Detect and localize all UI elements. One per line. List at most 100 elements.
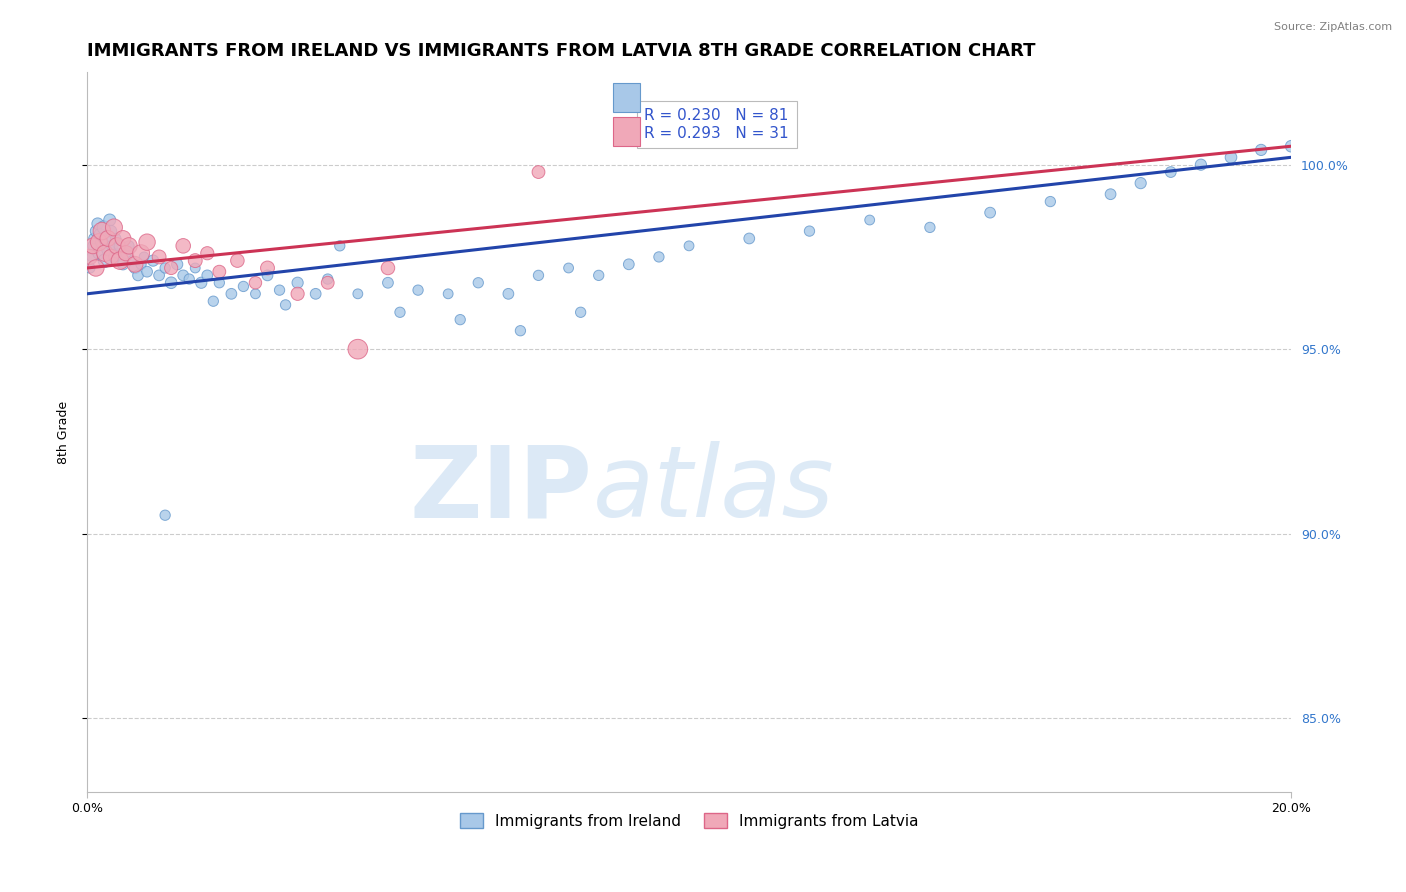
Point (347, 286, 370, 301)
Point (329, 239, 352, 253)
Point (93, 220, 115, 235)
Point (86, 217, 108, 231)
Point (153, 260, 176, 275)
Point (1279, 139, 1302, 153)
Point (79, 260, 101, 275)
Point (678, 239, 700, 253)
Point (184, 260, 207, 275)
Point (1250, 143, 1272, 157)
Point (103, 250, 125, 264)
Point (104, 231, 127, 245)
Point (129, 246, 152, 260)
Y-axis label: 8th Grade: 8th Grade (58, 401, 70, 464)
Point (202, 294, 225, 309)
Point (527, 165, 550, 179)
Point (221, 286, 243, 301)
Point (527, 268, 550, 283)
Point (84, 260, 107, 275)
Point (588, 268, 610, 283)
Point (316, 276, 339, 290)
Point (108, 239, 131, 253)
Point (195, 268, 218, 283)
Point (90, 235, 112, 249)
Point (97, 243, 120, 257)
FancyBboxPatch shape (613, 83, 640, 112)
Point (467, 276, 489, 290)
Point (87, 235, 110, 249)
Point (100, 224, 122, 238)
Point (1189, 158, 1212, 172)
Point (115, 246, 138, 260)
Point (859, 213, 882, 227)
Point (83, 231, 105, 245)
Point (101, 239, 124, 253)
Point (226, 253, 249, 268)
Point (142, 253, 165, 268)
FancyBboxPatch shape (613, 117, 640, 145)
Point (437, 286, 460, 301)
Point (799, 224, 821, 238)
Point (148, 250, 170, 264)
Point (195, 246, 218, 260)
Point (1220, 150, 1243, 164)
Point (111, 257, 134, 271)
Point (90, 224, 112, 238)
Point (406, 283, 429, 297)
Point (449, 312, 471, 326)
Point (79, 250, 101, 264)
Point (94, 246, 117, 260)
Point (127, 268, 149, 283)
Point (160, 276, 183, 290)
Point (287, 276, 309, 290)
Point (80, 250, 103, 264)
Point (388, 305, 411, 319)
Point (118, 239, 141, 253)
Point (103, 220, 125, 235)
Point (108, 253, 131, 268)
Point (232, 279, 254, 293)
Text: ZIP: ZIP (409, 442, 593, 538)
Point (979, 205, 1001, 219)
Point (256, 260, 278, 275)
Point (166, 257, 188, 271)
Point (172, 239, 194, 253)
Point (179, 272, 201, 286)
Point (316, 272, 339, 286)
Point (569, 305, 592, 319)
Point (129, 257, 152, 271)
Point (111, 231, 134, 245)
Point (918, 220, 941, 235)
Point (1160, 165, 1182, 179)
Point (105, 239, 128, 253)
Text: R = 0.230   N = 81
R = 0.293   N = 31: R = 0.230 N = 81 R = 0.293 N = 31 (644, 109, 789, 141)
Point (84, 224, 107, 238)
Point (287, 286, 309, 301)
Point (509, 324, 531, 338)
Point (738, 231, 761, 245)
Point (274, 298, 297, 312)
Point (648, 250, 671, 264)
Point (1129, 176, 1152, 190)
Point (557, 260, 579, 275)
Point (94, 253, 117, 268)
Point (1099, 187, 1122, 202)
Point (256, 268, 278, 283)
Point (82, 239, 104, 253)
Point (245, 286, 267, 301)
Point (347, 342, 370, 356)
Point (377, 260, 399, 275)
Point (124, 257, 146, 271)
Point (148, 268, 170, 283)
Text: IMMIGRANTS FROM IRELAND VS IMMIGRANTS FROM LATVIA 8TH GRADE CORRELATION CHART: IMMIGRANTS FROM IRELAND VS IMMIGRANTS FR… (87, 42, 1035, 60)
Point (184, 253, 207, 268)
Text: atlas: atlas (593, 442, 834, 538)
Point (89, 227, 111, 242)
Point (208, 265, 231, 279)
Point (118, 239, 141, 253)
Point (100, 250, 122, 264)
Point (269, 283, 291, 297)
Point (153, 508, 176, 523)
Point (105, 246, 128, 260)
Point (87, 246, 110, 260)
Point (97, 231, 120, 245)
